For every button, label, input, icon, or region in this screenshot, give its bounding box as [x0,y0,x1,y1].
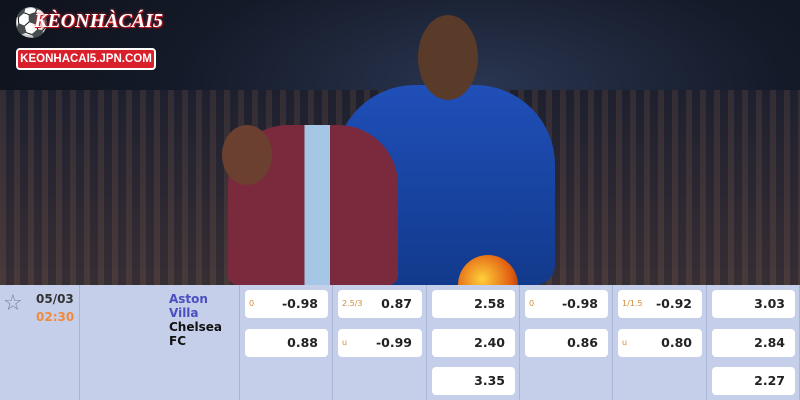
odds-value: 2.40 [474,334,505,350]
odds-row: ☆ 05/03 02:30 Aston Villa Chelsea FC 0 -0… [0,285,800,400]
handicap-label: 2.5/3 [342,299,363,308]
odds-value: 0.80 [661,334,692,350]
odds-cell[interactable]: 2.58 [432,290,515,318]
handicap-label: u [622,337,628,347]
star-outline-icon[interactable]: ☆ [3,291,23,316]
away-team: Chelsea FC [169,320,222,348]
odds-column-1x2-ft: 2.58 2.40 3.35 [427,285,520,400]
odds-value: -0.99 [375,334,412,350]
odds-value: 2.84 [754,334,785,350]
odds-column-handicap-h1: 0 -0.98 0.86 [520,285,613,400]
handicap-label: u [342,337,348,347]
odds-cell[interactable]: 2.84 [712,328,795,357]
odds-cell[interactable]: 2.5/3 0.87 [338,290,422,318]
hero-photo: ⚽ KÈONHÀCÁI5 KEONHACAI5.JPN.COM [0,0,800,285]
odds-value: 2.58 [474,296,505,311]
match-date: 05/03 [36,292,74,306]
odds-column-1x2-h1: 3.03 2.84 2.27 [707,285,800,400]
handicap-label: 0 [249,299,255,308]
time-column: ☆ 05/03 02:30 [0,285,80,400]
odds-cell[interactable]: 0.86 [525,328,608,357]
odds-value: 3.35 [474,373,505,388]
match-time: 02:30 [36,310,75,324]
odds-column-handicap-ft: 0 -0.98 0.88 [240,285,333,400]
handicap-label: 0 [529,299,535,308]
odds-value: -0.98 [281,296,318,311]
odds-cell[interactable]: 0.88 [245,328,328,357]
logo-title: KÈONHÀCÁI5 [34,10,163,32]
odds-cell[interactable]: u -0.99 [338,328,422,357]
logo-url: KEONHACAI5.JPN.COM [16,48,156,70]
odds-value: 0.87 [381,296,412,311]
teams-column: Aston Villa Chelsea FC [80,285,240,400]
odds-cell[interactable]: 0 -0.98 [525,290,608,318]
odds-column-over-under-h1: 1/1.5 -0.92 u 0.80 [613,285,707,400]
odds-cell[interactable]: 1/1.5 -0.92 [618,290,702,318]
odds-value: 2.27 [754,373,785,388]
odds-value: -0.92 [655,296,692,311]
player-villa-head [222,125,272,185]
odds-cell[interactable]: 0 -0.98 [245,290,328,318]
odds-cell[interactable]: u 0.80 [618,328,702,357]
odds-cell[interactable]: 2.40 [432,328,515,357]
footballer-icon: ⚽ [14,6,49,39]
home-team[interactable]: Aston Villa [169,292,208,320]
odds-value: 0.88 [287,334,318,350]
odds-value: 0.86 [567,334,598,350]
odds-cell[interactable]: 2.27 [712,367,795,395]
site-logo[interactable]: ⚽ KÈONHÀCÁI5 KEONHACAI5.JPN.COM [14,6,163,72]
handicap-label: 1/1.5 [622,299,643,308]
odds-cell[interactable]: 3.35 [432,367,515,395]
odds-value: -0.98 [561,296,598,311]
odds-value: 3.03 [754,296,785,311]
player-chelsea-head [418,15,478,100]
odds-cell[interactable]: 3.03 [712,290,795,318]
odds-column-over-under-ft: 2.5/3 0.87 u -0.99 [333,285,427,400]
